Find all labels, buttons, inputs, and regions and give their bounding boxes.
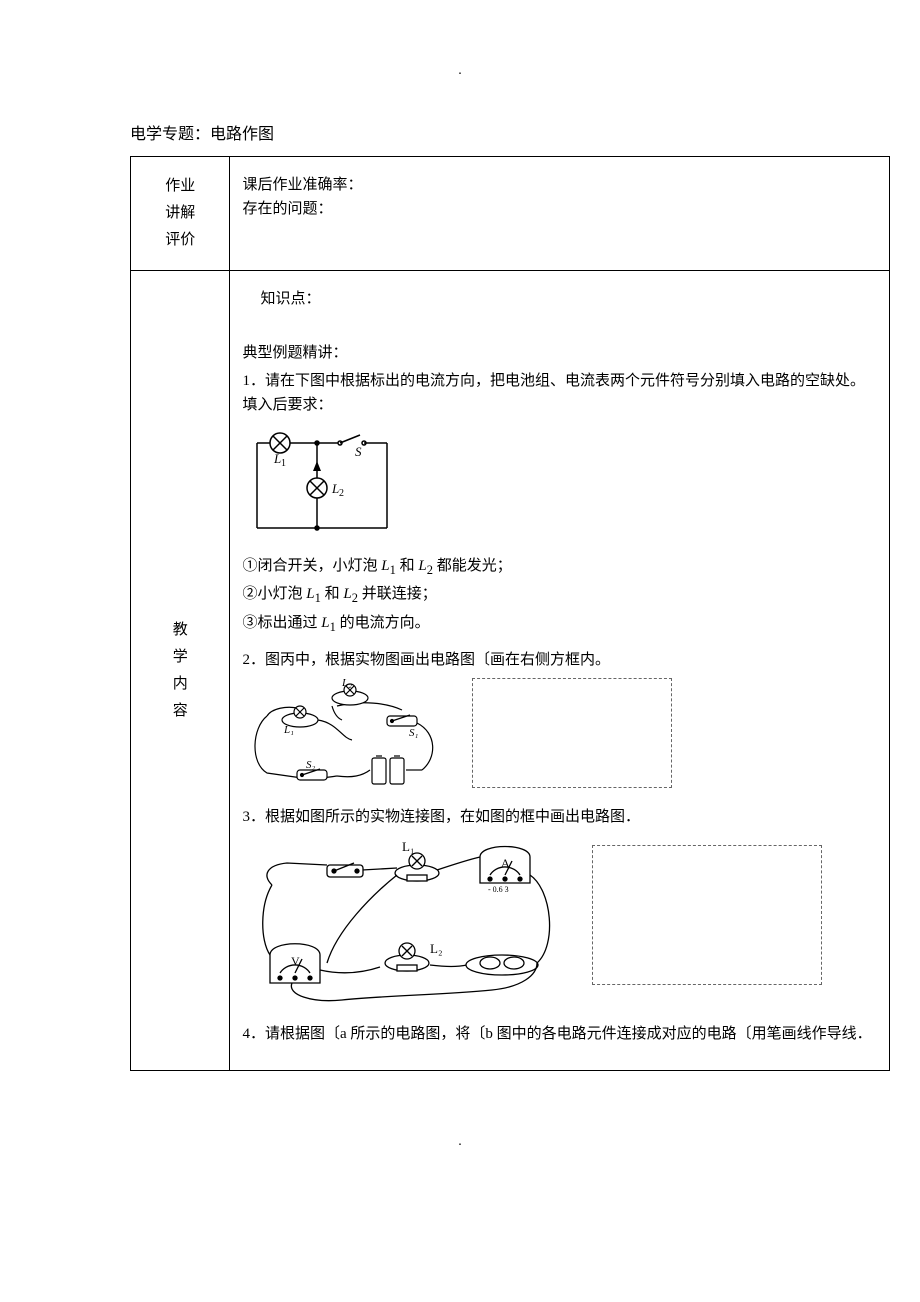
- row1-label: 作业讲解评价: [143, 173, 217, 254]
- label-L1: L: [273, 451, 281, 466]
- physical-diagram-3: L₁ L₂ A V - 0.6 3: [242, 835, 562, 1010]
- problem-3-text: 3．根据如图所示的实物连接图，在如图的框中画出电路图．: [242, 805, 877, 829]
- accuracy-line: 课后作业准确率：: [242, 173, 877, 197]
- label-S: S: [355, 444, 362, 459]
- label-S2-p2: S₂: [306, 759, 316, 771]
- conditions: ①闭合开关，小灯泡 L1 和 L2 都能发光； ②小灯泡 L1 和 L2 并联连…: [242, 553, 877, 639]
- table-row: 教学内容 知识点： 典型例题精讲： 1．请在下图中根据标出的电流方向，把电池组、…: [131, 270, 890, 1071]
- problem-3: 3．根据如图所示的实物连接图，在如图的框中画出电路图．: [242, 805, 877, 1010]
- header-dot: .: [80, 60, 840, 82]
- label-L2-p3: L₂: [430, 941, 442, 956]
- row2-content-cell: 知识点： 典型例题精讲： 1．请在下图中根据标出的电流方向，把电池组、电流表两个…: [230, 270, 890, 1071]
- label-L1-p2: L₁: [283, 724, 294, 736]
- content-table: 作业讲解评价 课后作业准确率： 存在的问题： 教学内容 知识点： 典型例题精讲：…: [130, 156, 890, 1072]
- examples-label: 典型例题精讲：: [242, 341, 877, 365]
- problem-2: 2．图丙中，根据实物图画出电路图〔画在右侧方框内。: [242, 648, 877, 793]
- physical-diagram-2: L₂ L₁ S₁ S₂: [242, 678, 452, 793]
- row2-label: 教学内容: [143, 617, 217, 725]
- answer-box-3: [592, 845, 822, 985]
- problem-2-text: 2．图丙中，根据实物图画出电路图〔画在右侧方框内。: [242, 648, 877, 672]
- label-L1-sub: 1: [281, 458, 286, 469]
- problem-1: 1．请在下图中根据标出的电流方向，把电池组、电流表两个元件符号分别填入电路的空缺…: [242, 369, 877, 639]
- table-row: 作业讲解评价 课后作业准确率： 存在的问题：: [131, 156, 890, 270]
- label-A-p3: A: [501, 856, 510, 870]
- label-L1-p3: L₁: [402, 839, 414, 854]
- answer-box-2: [472, 678, 672, 788]
- page-title: 电学专题：电路作图: [80, 122, 840, 148]
- row1-content-cell: 课后作业准确率： 存在的问题：: [230, 156, 890, 270]
- condition-2: ②小灯泡 L1 和 L2 并联连接；: [242, 581, 877, 610]
- label-S1-p2: S₁: [409, 727, 419, 739]
- problem-4: 4．请根据图〔a 所示的电路图，将〔b 图中的各电路元件连接成对应的电路〔用笔画…: [242, 1022, 877, 1046]
- label-L2: L: [331, 481, 339, 496]
- knowledge-label: 知识点：: [260, 287, 877, 311]
- problem-4-text: 4．请根据图〔a 所示的电路图，将〔b 图中的各电路元件连接成对应的电路〔用笔画…: [242, 1022, 877, 1046]
- label-V-p3: V: [291, 954, 300, 968]
- condition-1: ①闭合开关，小灯泡 L1 和 L2 都能发光；: [242, 553, 877, 582]
- row2-label-cell: 教学内容: [131, 270, 230, 1071]
- circuit-diagram-1: L 1 L 2 S: [242, 423, 402, 543]
- footer-dot: .: [80, 1131, 840, 1153]
- problems-line: 存在的问题：: [242, 197, 877, 221]
- label-L2-p2: L₂: [341, 678, 352, 689]
- problem-1-text: 1．请在下图中根据标出的电流方向，把电池组、电流表两个元件符号分别填入电路的空缺…: [242, 369, 877, 417]
- condition-3: ③标出通过 L1 的电流方向。: [242, 610, 877, 639]
- label-L2-sub: 2: [339, 488, 344, 499]
- label-range-p3: - 0.6 3: [488, 885, 509, 894]
- row1-label-cell: 作业讲解评价: [131, 156, 230, 270]
